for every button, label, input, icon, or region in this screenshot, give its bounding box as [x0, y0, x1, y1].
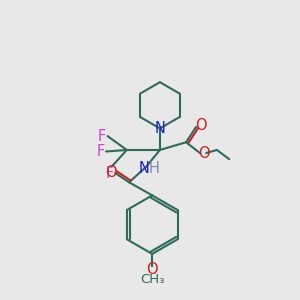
Text: CH₃: CH₃	[140, 273, 164, 286]
Text: F: F	[106, 166, 114, 181]
Text: F: F	[97, 144, 105, 159]
Text: H: H	[148, 161, 159, 176]
Text: O: O	[146, 262, 158, 277]
Text: O: O	[195, 118, 206, 133]
Text: F: F	[98, 129, 106, 144]
Text: N: N	[139, 161, 150, 176]
Text: N: N	[154, 121, 165, 136]
Text: O: O	[198, 146, 210, 160]
Text: O: O	[105, 165, 116, 180]
